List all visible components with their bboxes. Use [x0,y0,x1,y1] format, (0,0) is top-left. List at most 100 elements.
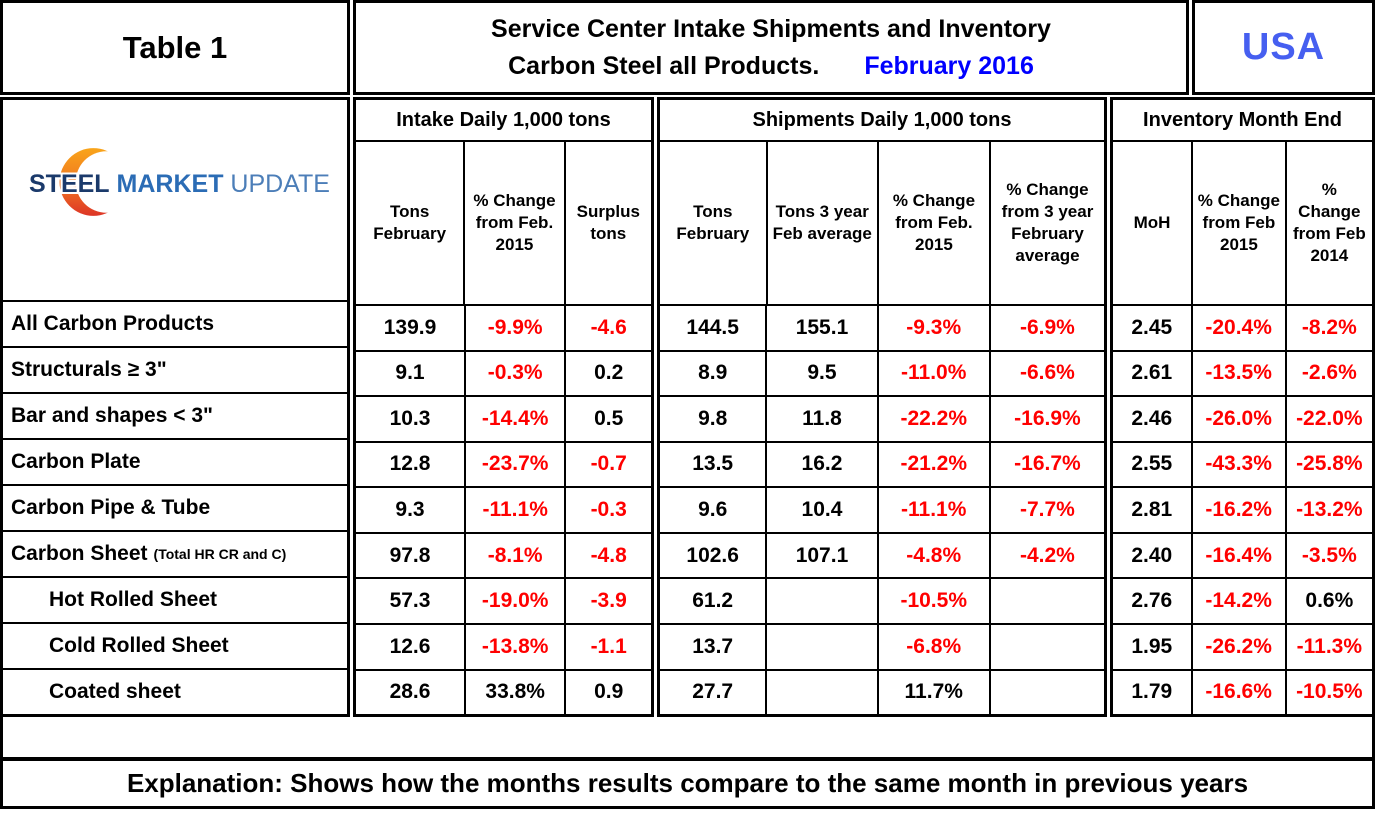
row-label-text: Carbon Sheet [11,542,148,565]
data-cell [988,670,1104,715]
table-row: 13.5 16.2 -21.2% -16.7% [660,442,1104,489]
data-cell: 33.8% [464,670,564,715]
table-row: 8.9 9.5 -11.0% -6.6% [660,351,1104,398]
row-label-text: Hot Rolled Sheet [49,588,218,611]
row-label-note: (Total HR CR and C) [153,546,287,562]
group-body-shipments: 144.5 155.1 -9.3% -6.9% 8.9 9.5 -11.0% -6.6% 9.8… [660,306,1104,715]
column-header: % Change from Feb. 2015 [463,142,563,304]
logo: STEEL MARKET UPDATE [3,100,347,302]
row-label-text: All Carbon Products [11,312,215,335]
data-cell: -8.2% [1284,306,1372,350]
data-cell: -13.8% [464,624,564,669]
column-header: Tons February [373,201,447,243]
table-row: 9.8 11.8 -22.2% -16.9% [660,397,1104,443]
row-label: Hot Rolled Sheet [3,578,347,624]
data-cell: -0.3% [464,351,564,396]
data-cell [765,579,876,623]
row-label: Coated sheet [3,670,347,714]
data-cell: -9.3% [876,306,989,350]
row-label-text: Coated sheet [49,680,181,703]
data-cell: -10.5% [1284,670,1372,715]
column-headers-inventory: MoH % Change from Feb 2015% Change from F… [1113,142,1372,306]
row-label: All Carbon Products [3,302,347,348]
data-cell: -43.3% [1190,442,1285,487]
data-cell: -16.2% [1190,488,1285,532]
data-cell: -26.0% [1190,397,1285,441]
data-cell: 2.81 [1131,498,1173,522]
column-header: Tons February [676,201,750,243]
data-cell: -16.6% [1190,670,1285,715]
data-cell: -6.9% [988,306,1104,350]
data-cell: 27.7 [692,680,734,704]
column-header: % Change from Feb 2015 [1191,142,1285,304]
table-row: 2.76 -14.2% 0.6% [1113,579,1372,625]
data-cell: 1.95 [1131,634,1173,658]
group-shipments: Shipments Daily 1,000 tons Tons February… [657,97,1107,717]
table-row: 2.46 -26.0% -22.0% [1113,397,1372,443]
data-cell: -9.9% [464,306,564,350]
data-cell: -8.1% [464,533,564,578]
column-header: Tons 3 year Feb average [765,142,877,304]
data-cell: 12.8 [389,452,431,476]
data-cell: 28.6 [389,680,431,704]
data-cell: -13.2% [1284,488,1372,532]
table-row: 2.40 -16.4% -3.5% [1113,533,1372,580]
data-cell: -4.2% [988,533,1104,578]
table-row: 57.3 -19.0% -3.9 [356,579,651,625]
table-row: 9.6 10.4 -11.1% -7.7% [660,488,1104,534]
row-label-text: Carbon Pipe & Tube [11,496,211,519]
data-cell: -13.5% [1190,351,1285,396]
column-headers-shipments: Tons February Tons 3 year Feb average % Ch… [660,142,1104,306]
row-label: Structurals ≥ 3" [3,348,347,394]
data-cell: 139.9 [383,315,437,339]
data-cell: 9.1 [395,361,425,385]
data-cell: -11.1% [876,488,989,532]
logo-word-market: MARKET [116,170,224,198]
data-cell: -14.2% [1190,579,1285,623]
row-label-text: Structurals ≥ 3" [11,358,167,381]
group-title-inventory: Inventory Month End [1113,100,1372,142]
data-cell: -16.7% [988,442,1104,487]
row-labels: All Carbon Products Structurals ≥ 3" Bar a… [3,302,347,714]
report-title-line1: Service Center Intake Shipments and Inve… [491,15,1051,44]
table-row: 61.2 -10.5% [660,579,1104,625]
data-cell: 2.45 [1131,315,1173,339]
data-cell: 11.7% [876,670,989,715]
table-row: 12.8 -23.7% -0.7 [356,442,651,489]
table-row: 97.8 -8.1% -4.8 [356,533,651,580]
table-number-label: Table 1 [0,0,350,95]
table-row: 2.55 -43.3% -25.8% [1113,442,1372,489]
data-cell: -6.6% [988,351,1104,396]
group-intake: Intake Daily 1,000 tons Tons February % C… [353,97,654,717]
table-row: 2.45 -20.4% -8.2% [1113,306,1372,352]
header-band: Table 1 Service Center Intake Shipments … [0,0,1375,95]
data-cell: 0.9 [564,670,651,715]
data-cell: -3.5% [1284,533,1372,578]
data-cell: 102.6 [686,543,739,567]
data-cell: 97.8 [389,543,431,567]
data-cell: -25.8% [1284,442,1372,487]
logo-text: STEEL MARKET UPDATE [29,170,330,199]
data-cell: 9.5 [765,351,876,396]
data-cell: -19.0% [464,579,564,623]
table-row: 13.7 -6.8% [660,624,1104,671]
data-cell: -2.6% [1284,351,1372,396]
logo-word-update: UPDATE [230,170,330,198]
data-cell [988,579,1104,623]
data-cell: 2.46 [1131,406,1173,430]
crescent-icon [59,148,138,216]
data-cell: 9.6 [698,498,728,522]
data-cell: -3.9 [564,579,651,623]
data-cell: -21.2% [876,442,989,487]
report-subtitle: Carbon Steel all Products. [508,51,820,80]
data-cell: 144.5 [686,315,739,339]
data-cell: -0.7 [564,442,651,487]
table-row: 2.61 -13.5% -2.6% [1113,351,1372,398]
table-row: 139.9 -9.9% -4.6 [356,306,651,352]
data-cell: -11.0% [876,351,989,396]
data-cell: -11.1% [464,488,564,532]
data-cell: -4.8% [876,533,989,578]
data-cell: -4.8 [564,533,651,578]
data-cell: -16.4% [1190,533,1285,578]
column-header: % Change from 3 year February average [989,142,1104,304]
